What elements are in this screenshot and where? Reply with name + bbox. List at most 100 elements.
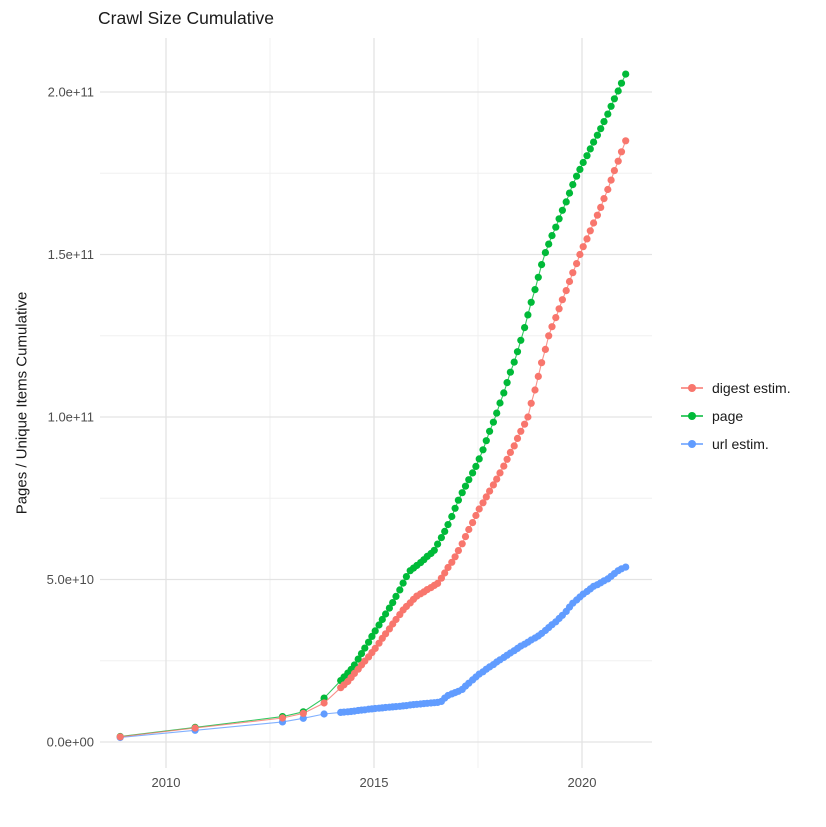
legend-item-page: page — [681, 407, 791, 424]
data-point — [451, 504, 459, 512]
data-point — [521, 420, 529, 428]
data-point — [493, 409, 501, 417]
data-point — [604, 110, 612, 118]
data-point — [586, 145, 594, 153]
legend-label-digest: digest estim. — [712, 379, 791, 396]
data-point — [489, 481, 497, 489]
data-point — [371, 627, 379, 635]
data-point — [607, 176, 615, 184]
data-point — [552, 223, 560, 231]
data-point — [517, 336, 525, 344]
data-point — [389, 599, 397, 607]
data-point — [573, 172, 581, 180]
data-point — [597, 125, 605, 133]
data-point — [378, 615, 386, 624]
data-point — [506, 368, 514, 376]
data-point — [531, 386, 539, 394]
data-point — [593, 131, 602, 139]
y-tick-label: 1.0e+11 — [48, 410, 94, 425]
data-point — [614, 87, 622, 95]
data-point — [320, 699, 328, 707]
data-point — [597, 203, 605, 211]
legend-label-page: page — [712, 407, 744, 424]
data-point — [357, 650, 366, 658]
data-point — [486, 427, 494, 435]
data-point — [500, 389, 508, 397]
data-point — [399, 579, 407, 587]
data-point — [465, 525, 473, 534]
data-point — [600, 118, 608, 126]
data-point — [361, 644, 369, 652]
data-point — [482, 493, 490, 501]
data-point — [493, 475, 501, 483]
data-point — [569, 181, 577, 189]
data-point — [441, 569, 449, 577]
data-point — [368, 632, 376, 641]
data-point — [545, 332, 553, 340]
data-point — [489, 418, 497, 426]
data-point — [382, 630, 390, 638]
data-point — [434, 540, 442, 548]
data-point — [392, 592, 400, 601]
y-tick-label: 5.0e+10 — [47, 572, 94, 587]
data-point — [320, 710, 328, 718]
data-point — [538, 261, 546, 269]
data-point — [299, 709, 307, 718]
data-point — [469, 519, 477, 527]
data-point — [538, 359, 546, 367]
y-tick-label: 2.0e+11 — [48, 85, 94, 100]
legend-item-url: url estim. — [681, 435, 791, 452]
data-point — [191, 724, 199, 732]
data-point — [458, 489, 466, 497]
data-point — [573, 260, 581, 268]
data-point — [565, 189, 574, 197]
data-point — [617, 148, 626, 156]
data-point — [517, 427, 525, 435]
data-point — [617, 79, 626, 87]
data-point — [548, 232, 556, 240]
data-point — [461, 482, 470, 490]
data-point — [527, 298, 535, 306]
data-point — [365, 638, 373, 646]
data-point — [541, 345, 550, 353]
data-point — [622, 70, 630, 78]
data-point — [548, 323, 556, 331]
data-point — [521, 324, 529, 332]
x-tick-label: 2020 — [568, 775, 597, 790]
legend: digest estim. page url estim. — [681, 379, 791, 452]
data-point — [496, 469, 504, 477]
data-point — [116, 733, 124, 741]
data-point — [385, 604, 393, 612]
data-point — [558, 206, 567, 214]
data-point — [524, 413, 532, 421]
data-point — [552, 314, 560, 322]
data-point — [444, 563, 452, 572]
data-point — [479, 446, 487, 454]
data-point — [430, 546, 438, 554]
data-point — [586, 227, 594, 235]
data-point — [579, 243, 587, 251]
data-point — [558, 296, 567, 304]
legend-item-digest: digest estim. — [681, 379, 791, 396]
data-point — [448, 512, 456, 521]
data-point — [590, 219, 598, 227]
data-point — [465, 476, 473, 484]
data-point — [527, 399, 535, 407]
legend-key-digest-icon — [681, 379, 703, 396]
data-point — [461, 533, 470, 541]
data-point — [503, 455, 511, 463]
data-point — [454, 547, 462, 555]
data-point — [579, 158, 587, 167]
data-point — [524, 311, 532, 319]
data-point — [469, 469, 477, 477]
data-point — [513, 348, 522, 356]
data-point — [610, 167, 619, 175]
data-point — [472, 462, 480, 470]
data-point — [496, 399, 504, 407]
data-point — [607, 102, 615, 110]
y-tick-label: 1.5e+11 — [48, 247, 94, 262]
data-point — [531, 286, 539, 294]
data-point — [604, 185, 612, 194]
data-point — [371, 644, 379, 653]
